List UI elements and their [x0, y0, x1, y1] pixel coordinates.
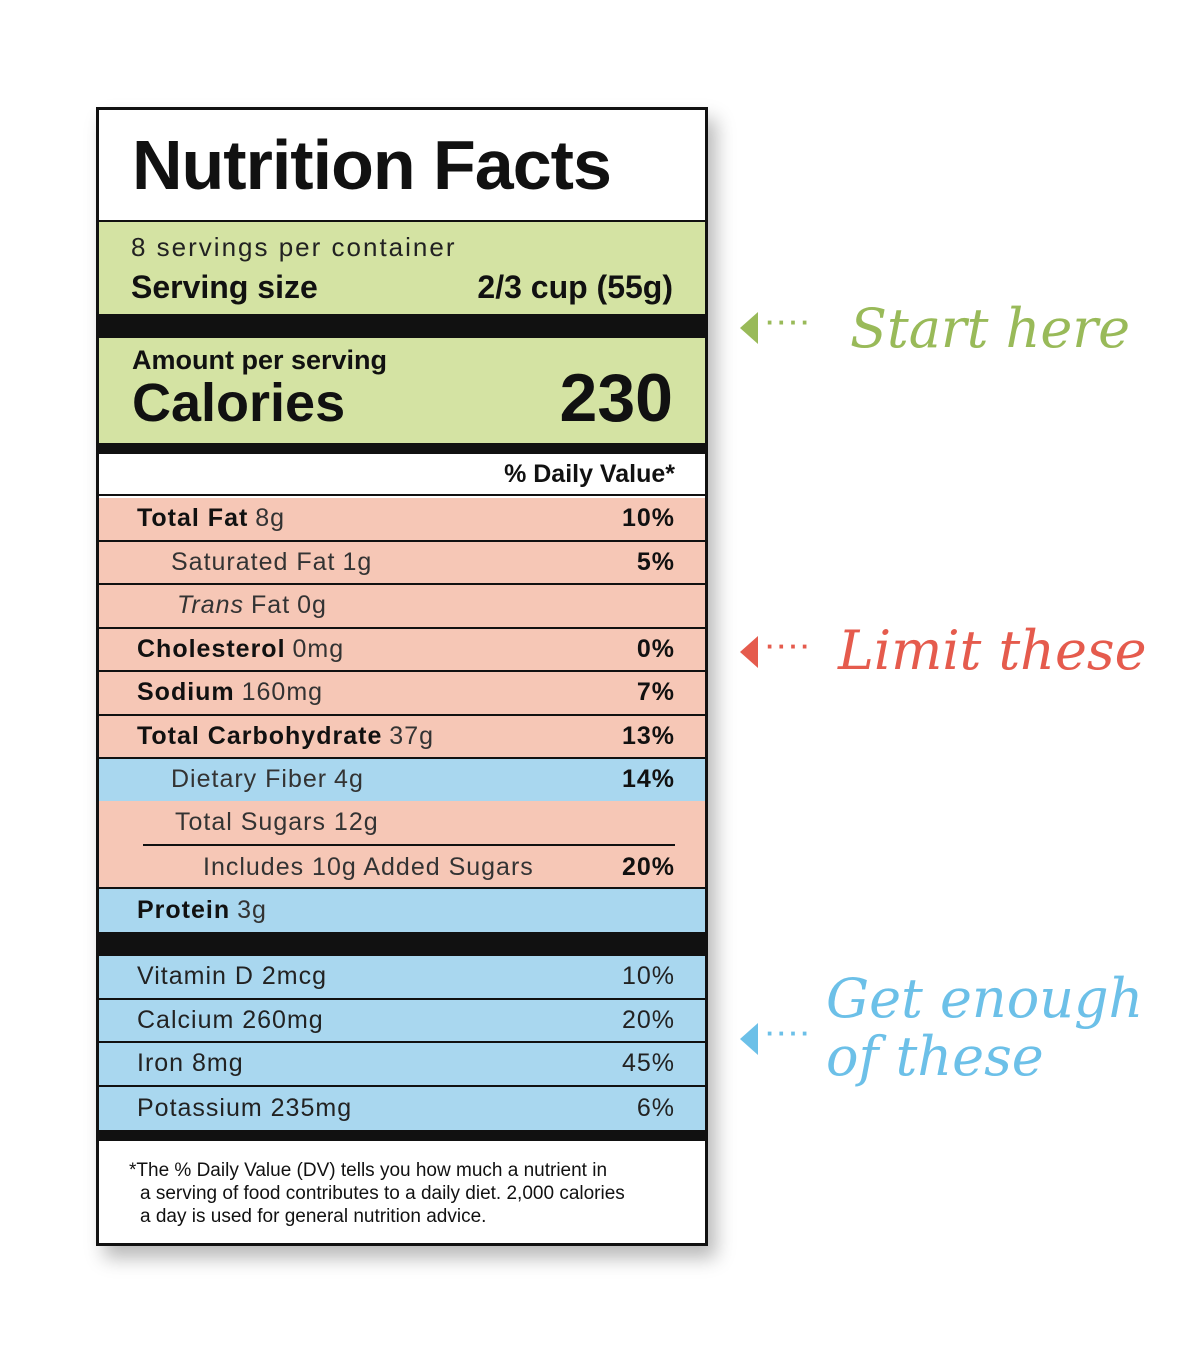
nutrient-dv: 0%: [636, 634, 675, 663]
calories-value: 230: [559, 360, 673, 436]
sugars-block: Total Sugars 12g Includes 10g Added Suga…: [99, 801, 705, 889]
nutrient-dv: 7%: [636, 678, 675, 707]
nutrient-amount: 0mg: [292, 634, 345, 663]
nutrient-amount: 4g: [334, 765, 364, 794]
vitamin-dv: 6%: [636, 1093, 675, 1122]
thick-divider: [99, 314, 705, 338]
vitamin-dv: 20%: [621, 1005, 675, 1034]
nutrient-dv: 13%: [621, 721, 675, 750]
limit-arrow: ····: [740, 631, 813, 668]
nutrient-amount: 3g: [237, 896, 267, 925]
amount-per-serving: Amount per serving: [132, 345, 388, 375]
nutrient-name: Total Sugars: [175, 808, 326, 836]
vitamin-dv: 45%: [621, 1049, 675, 1078]
vitamin-name: Calcium 260mg: [137, 1005, 324, 1034]
arrow-left-icon: [740, 1023, 758, 1055]
nutrient-amount: 0g: [297, 591, 327, 620]
nutrient-name: Saturated Fat: [171, 547, 336, 576]
nutrient-amount: 8g: [255, 504, 286, 533]
vitamin-name: Iron 8mg: [137, 1049, 244, 1078]
nutrition-facts-label: Nutrition Facts 8 servings per container…: [96, 107, 708, 1246]
vitamin-row-vitamin-d: Vitamin D 2mcg 10%: [99, 956, 705, 1000]
nutrient-row-total-carbohydrate: Total Carbohydrate 37g 13%: [99, 715, 705, 759]
footnote-line: *The % Daily Value (DV) tells you how mu…: [129, 1160, 608, 1181]
nutrient-dv: 10%: [621, 504, 675, 533]
nutrient-name: Sodium: [137, 678, 235, 707]
arrow-dots: ····: [766, 1017, 813, 1048]
arrow-left-icon: [740, 636, 758, 668]
nutrient-amount: 160mg: [241, 678, 324, 707]
nutrient-amount: 12g: [333, 808, 379, 836]
nutrient-dv: 20%: [621, 853, 675, 881]
nutrient-name: Total Fat: [137, 504, 249, 533]
calories-section: Amount per serving Calories 230: [99, 338, 705, 450]
nutrient-row-saturated-fat: Saturated Fat 1g 5%: [99, 541, 705, 585]
nutrient-name-italic: Trans: [177, 591, 245, 620]
nutrient-row-total-fat: Total Fat 8g 10%: [99, 498, 705, 542]
serving-size-row: Serving size 2/3 cup (55g): [131, 269, 673, 306]
arrow-dots: ····: [766, 630, 813, 661]
calories-label: Calories: [132, 373, 346, 433]
serving-size-value: 2/3 cup (55g): [477, 269, 673, 305]
vitamin-name: Vitamin D 2mcg: [137, 962, 327, 991]
footnote: *The % Daily Value (DV) tells you how mu…: [99, 1141, 705, 1243]
nutrient-row-sodium: Sodium 160mg 7%: [99, 672, 705, 716]
nutrient-name: Dietary Fiber: [171, 765, 328, 794]
medium-divider: [99, 1130, 705, 1141]
nutrient-name: Cholesterol: [137, 634, 286, 663]
start-arrow: ····: [740, 307, 813, 344]
servings-per-container: 8 servings per container: [131, 232, 457, 262]
nutrient-name: Includes 10g Added Sugars: [203, 853, 534, 881]
label-title: Nutrition Facts: [99, 110, 705, 222]
arrow-left-icon: [740, 312, 758, 344]
calories-row: Calories 230: [132, 364, 673, 433]
daily-value-header: % Daily Value*: [99, 454, 705, 496]
serving-size-label: Serving size: [131, 269, 318, 305]
nutrient-row-cholesterol: Cholesterol 0mg 0%: [99, 628, 705, 672]
serving-info: 8 servings per container Serving size 2/…: [99, 222, 705, 314]
medium-divider: [99, 443, 705, 454]
nutrient-row-trans-fat: Trans Fat 0g: [99, 585, 705, 629]
nutrient-dv: 14%: [621, 765, 675, 794]
vitamin-row-iron: Iron 8mg 45%: [99, 1043, 705, 1087]
nutrient-name: Protein: [137, 896, 231, 925]
added-sugars-row: Includes 10g Added Sugars 20%: [99, 846, 675, 889]
callout-get-enough: Get enough of these: [826, 967, 1144, 1088]
nutrient-row-protein: Protein 3g: [99, 889, 705, 933]
vitamin-name: Potassium 235mg: [137, 1093, 353, 1122]
thick-divider: [99, 932, 705, 956]
nutrient-row-dietary-fiber: Dietary Fiber 4g 14%: [99, 759, 705, 803]
total-sugars-row: Total Sugars 12g: [143, 801, 675, 846]
nutrient-name: Total Carbohydrate: [137, 721, 383, 750]
vitamin-row-potassium: Potassium 235mg 6%: [99, 1086, 705, 1130]
get-arrow: ····: [740, 1018, 813, 1055]
nutrient-name: Fat: [251, 591, 291, 620]
nutrient-dv: 5%: [636, 547, 675, 576]
footnote-line: a serving of food contributes to a daily…: [140, 1183, 625, 1204]
vitamin-row-calcium: Calcium 260mg 20%: [99, 999, 705, 1043]
callout-limit-these: Limit these: [838, 619, 1147, 682]
arrow-dots: ····: [766, 306, 813, 337]
vitamin-dv: 10%: [621, 962, 675, 991]
callout-start-here: Start here: [850, 297, 1131, 360]
nutrient-amount: 37g: [389, 721, 435, 750]
nutrient-amount: 1g: [342, 547, 373, 576]
footnote-line: a day is used for general nutrition advi…: [140, 1206, 487, 1227]
